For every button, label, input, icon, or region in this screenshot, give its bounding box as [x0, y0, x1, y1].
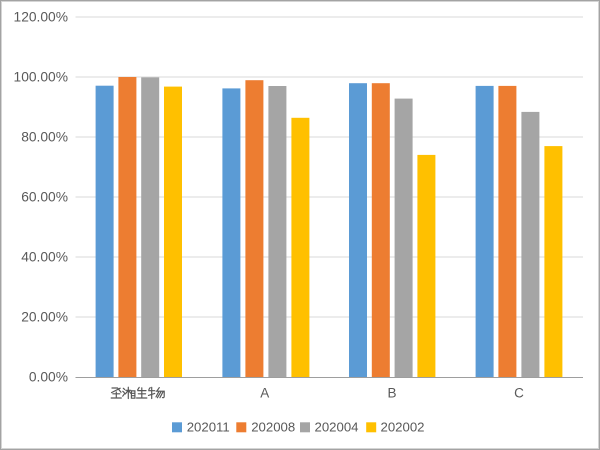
svg-text:202008: 202008 [251, 419, 295, 434]
svg-text:20.00%: 20.00% [21, 310, 68, 325]
svg-text:C: C [514, 386, 524, 401]
svg-text:202004: 202004 [315, 419, 359, 434]
svg-text:A: A [260, 386, 269, 401]
svg-text:B: B [387, 386, 396, 401]
svg-text:202002: 202002 [381, 419, 425, 434]
svg-text:100.00%: 100.00% [14, 70, 68, 85]
svg-text:80.00%: 80.00% [21, 130, 68, 145]
svg-text:40.00%: 40.00% [21, 250, 68, 265]
svg-text:0.00%: 0.00% [29, 370, 68, 385]
svg-text:60.00%: 60.00% [21, 190, 68, 205]
svg-text:120.00%: 120.00% [14, 10, 68, 25]
svg-text:202011: 202011 [187, 419, 230, 434]
